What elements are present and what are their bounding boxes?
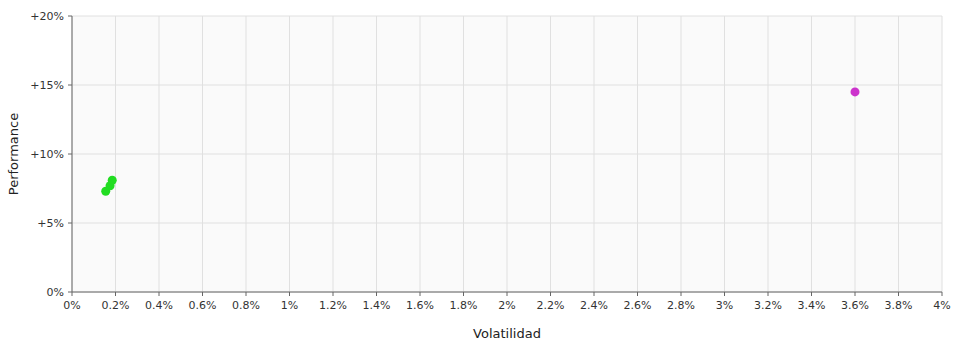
- chart: 0% 0.2% 0.4% 0.6% 0.8% 1% 1.2% 1.4% 1.6% 1.8% 2% 2.…: [0, 0, 966, 350]
- x-tick-label: 0.8%: [232, 299, 260, 312]
- x-tick: [72, 292, 73, 296]
- y-axis-label: Performance: [6, 113, 21, 195]
- grid: [72, 16, 942, 292]
- x-tick-label: 3.8%: [885, 299, 913, 312]
- x-tick-label: 0%: [63, 299, 80, 312]
- x-tick-label: 2.6%: [624, 299, 652, 312]
- x-tick: [811, 292, 812, 296]
- x-tick: [724, 292, 725, 296]
- x-tick-label: 1%: [281, 299, 298, 312]
- x-tick-label: 1.2%: [319, 299, 347, 312]
- y-tick-label: 0%: [47, 286, 64, 299]
- x-tick: [550, 292, 551, 296]
- point: [106, 181, 115, 190]
- x-tick: [159, 292, 160, 296]
- y-tick-label: +15%: [30, 79, 64, 92]
- x-tick-label: 1.4%: [363, 299, 391, 312]
- x-tick-label: 2.2%: [537, 299, 565, 312]
- axes: 0% 0.2% 0.4% 0.6% 0.8% 1% 1.2% 1.4% 1.6% 1.8% 2% 2.…: [30, 10, 950, 312]
- y-grid-line: [72, 85, 942, 86]
- x-tick-label: 1.6%: [406, 299, 434, 312]
- x-tick: [507, 292, 508, 296]
- x-tick: [289, 292, 290, 296]
- y-tick: [68, 292, 72, 293]
- x-tick-label: 3.6%: [841, 299, 869, 312]
- points: [101, 87, 859, 195]
- y-grid-line: [72, 223, 942, 224]
- x-tick-label: 3%: [716, 299, 733, 312]
- x-tick: [246, 292, 247, 296]
- x-tick: [594, 292, 595, 296]
- x-tick: [768, 292, 769, 296]
- x-tick: [898, 292, 899, 296]
- x-tick: [376, 292, 377, 296]
- x-tick-label: 4%: [933, 299, 950, 312]
- series: [101, 176, 117, 196]
- x-tick-label: 1.8%: [450, 299, 478, 312]
- x-tick: [463, 292, 464, 296]
- series: [851, 87, 860, 96]
- y-tick-label: +20%: [30, 10, 64, 23]
- y-tick-label: +5%: [37, 217, 64, 230]
- y-axis-line: [72, 16, 73, 292]
- x-tick-label: 0.2%: [102, 299, 130, 312]
- y-tick: [68, 16, 72, 17]
- x-tick: [420, 292, 421, 296]
- x-tick-label: 2.4%: [580, 299, 608, 312]
- x-tick: [942, 292, 943, 296]
- x-tick-label: 2.8%: [667, 299, 695, 312]
- x-tick: [202, 292, 203, 296]
- x-grid-line: [72, 16, 73, 292]
- x-axis-label: Volatilidad: [473, 326, 541, 341]
- y-tick: [68, 223, 72, 224]
- x-axis-line: [72, 292, 942, 293]
- y-grid-line: [72, 16, 942, 17]
- x-tick: [637, 292, 638, 296]
- x-tick-label: 0.6%: [189, 299, 217, 312]
- y-tick: [68, 154, 72, 155]
- x-tick-label: 0.4%: [145, 299, 173, 312]
- y-tick-label: +10%: [30, 148, 64, 161]
- y-grid-line: [72, 154, 942, 155]
- x-tick: [333, 292, 334, 296]
- x-tick-label: 2%: [498, 299, 515, 312]
- x-tick-label: 3.2%: [754, 299, 782, 312]
- plot-area: [72, 16, 942, 292]
- x-tick-label: 3.4%: [798, 299, 826, 312]
- x-tick: [681, 292, 682, 296]
- y-tick: [68, 85, 72, 86]
- point: [851, 87, 860, 96]
- y-grid-line: [72, 292, 942, 293]
- x-tick: [115, 292, 116, 296]
- x-tick: [855, 292, 856, 296]
